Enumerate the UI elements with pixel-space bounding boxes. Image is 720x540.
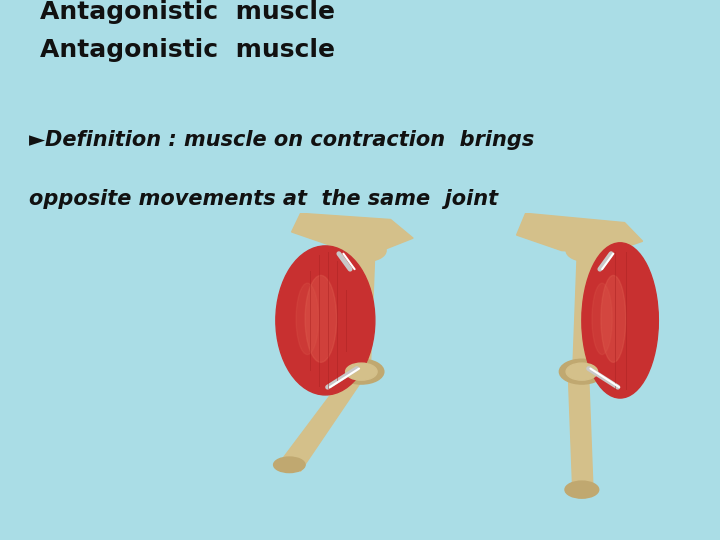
Ellipse shape [296, 283, 318, 355]
Ellipse shape [566, 240, 606, 261]
Text: Antagonistic  muscle: Antagonistic muscle [40, 0, 335, 24]
Polygon shape [280, 375, 366, 471]
Ellipse shape [582, 243, 658, 398]
Polygon shape [352, 251, 375, 368]
Polygon shape [292, 213, 413, 251]
Ellipse shape [346, 363, 377, 380]
Polygon shape [573, 251, 595, 368]
Ellipse shape [339, 359, 384, 384]
Ellipse shape [274, 457, 305, 472]
Ellipse shape [565, 481, 599, 498]
Ellipse shape [346, 240, 386, 261]
Ellipse shape [566, 363, 598, 380]
Text: Antagonistic  muscle: Antagonistic muscle [40, 38, 335, 62]
Text: opposite movements at  the same  joint: opposite movements at the same joint [29, 189, 498, 209]
Text: ►Definition : muscle on contraction  brings: ►Definition : muscle on contraction brin… [29, 130, 534, 150]
Ellipse shape [592, 283, 612, 355]
Ellipse shape [276, 246, 375, 395]
Polygon shape [517, 213, 643, 254]
Ellipse shape [559, 359, 604, 384]
Ellipse shape [305, 275, 337, 362]
Polygon shape [568, 375, 593, 492]
Ellipse shape [601, 275, 626, 362]
